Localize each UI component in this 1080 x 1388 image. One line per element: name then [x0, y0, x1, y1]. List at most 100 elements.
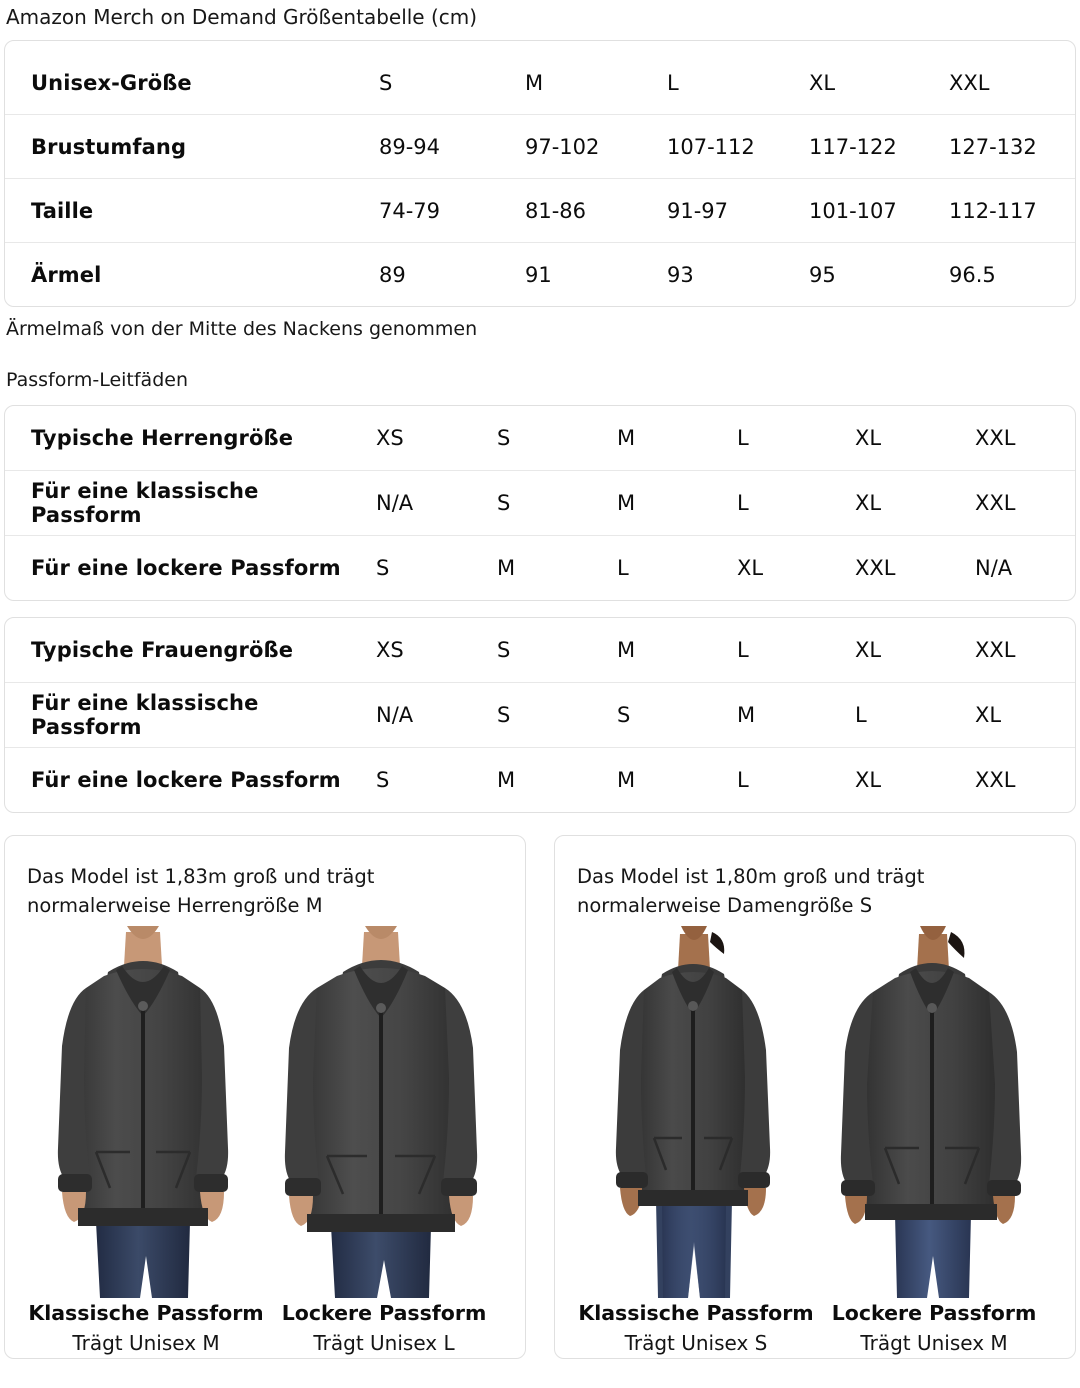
sleeve-xxl: 96.5: [949, 262, 996, 287]
womens-header-m: M: [617, 618, 737, 683]
womens-relaxed-fit-caption: Lockere Passform Trägt Unisex M: [815, 1298, 1053, 1358]
row-label-sleeve: Ärmel: [31, 262, 102, 287]
womens-relaxed-0: S: [376, 768, 390, 792]
chest-m: 97-102: [525, 114, 667, 179]
table-row-header: Unisex-Größe S M L XL XXL: [5, 51, 1075, 115]
mens-model-photos: [27, 920, 503, 1298]
sleeve-xl: 95: [809, 262, 836, 287]
female-model-relaxed-fit-photo: [815, 926, 1047, 1298]
waist-s: 74-79: [379, 178, 525, 243]
womens-relaxed-label: Für eine lockere Passform: [31, 768, 341, 792]
womens-header-l: L: [737, 618, 855, 683]
womens-classic-3: M: [737, 682, 855, 748]
unisex-size-table-card: Unisex-Größe S M L XL XXL Brustumfang 89…: [4, 40, 1076, 307]
mens-relaxed-0: S: [376, 556, 390, 580]
womens-classic-fit-name: Klassische Passform: [578, 1301, 814, 1325]
female-model-classic-fit-photo: [584, 926, 802, 1298]
size-table-header-xl: XL: [809, 51, 949, 115]
table-row: Für eine lockere Passform S M L XL XXL N…: [5, 536, 1075, 601]
waist-l: 91-97: [667, 178, 809, 243]
mens-relaxed-3: XL: [737, 556, 764, 580]
mens-relaxed-5: N/A: [975, 556, 1013, 580]
womens-relaxed-fit-wears: Trägt Unisex M: [860, 1331, 1008, 1355]
mens-classic-fit-caption: Klassische Passform Trägt Unisex M: [27, 1298, 265, 1358]
unisex-size-table: Unisex-Größe S M L XL XXL Brustumfang 89…: [5, 51, 1075, 306]
table-row: Für eine lockere Passform S M M L XL XXL: [5, 748, 1075, 813]
mens-fit-guide-table: Typische Herrengröße XS S M L XL XXL Für…: [5, 406, 1075, 600]
mens-relaxed-2: L: [617, 556, 629, 580]
male-model-relaxed-fit-photo: [265, 926, 497, 1298]
mens-relaxed-fit-wears: Trägt Unisex L: [313, 1331, 455, 1355]
mens-header-xs: XS: [376, 406, 497, 471]
sleeve-measurement-note: Ärmelmaß von der Mitte des Nackens genom…: [6, 318, 478, 340]
mens-classic-4: XL: [855, 470, 975, 536]
womens-model-photos: [577, 920, 1053, 1298]
size-table-header-s: S: [379, 51, 525, 115]
womens-model-caption: Das Model ist 1,80m groß und trägt norma…: [577, 865, 925, 917]
womens-relaxed-1: M: [497, 768, 516, 792]
table-row: Taille 74-79 81-86 91-97 101-107 112-117: [5, 178, 1075, 243]
page-title: Amazon Merch on Demand Größentabelle (cm…: [6, 5, 478, 29]
mens-classic-fit-wears: Trägt Unisex M: [72, 1331, 220, 1355]
womens-header-xs: XS: [376, 618, 497, 683]
womens-relaxed-fit-name: Lockere Passform: [831, 1301, 1037, 1325]
model-cards-row: Das Model ist 1,83m groß und trägt norma…: [4, 835, 1076, 1359]
chest-s: 89-94: [379, 114, 525, 179]
mens-classic-5: XXL: [975, 470, 1075, 536]
mens-relaxed-4: XXL: [855, 556, 896, 580]
chest-xl: 117-122: [809, 114, 949, 179]
womens-fit-guide-card: Typische Frauengröße XS S M L XL XXL Für…: [4, 617, 1076, 813]
sleeve-m: 91: [525, 262, 552, 287]
mens-relaxed-fit-caption: Lockere Passform Trägt Unisex L: [265, 1298, 503, 1358]
mens-header-m: M: [617, 406, 737, 471]
womens-header-xxl: XXL: [975, 618, 1075, 683]
sleeve-l: 93: [667, 262, 694, 287]
male-model-classic-fit-photo: [34, 926, 252, 1298]
womens-fit-guide-table: Typische Frauengröße XS S M L XL XXL Für…: [5, 618, 1075, 812]
mens-header-l: L: [737, 406, 855, 471]
womens-classic-label: Für eine klassische Passform: [5, 682, 376, 748]
mens-classic-2: M: [617, 470, 737, 536]
womens-header-xl: XL: [855, 618, 975, 683]
table-row-header: Typische Frauengröße XS S M L XL XXL: [5, 618, 1075, 683]
waist-xl: 101-107: [809, 178, 949, 243]
mens-classic-1: S: [497, 470, 617, 536]
table-row: Brustumfang 89-94 97-102 107-112 117-122…: [5, 114, 1075, 179]
womens-classic-fit-caption: Klassische Passform Trägt Unisex S: [577, 1298, 815, 1358]
chest-xxl: 127-132: [949, 114, 1075, 179]
womens-classic-4: L: [855, 682, 975, 748]
size-table-header-l: L: [667, 51, 809, 115]
size-table-header-m: M: [525, 51, 667, 115]
womens-relaxed-5: XXL: [975, 768, 1016, 792]
waist-m: 81-86: [525, 178, 667, 243]
size-table-header-label: Unisex-Größe: [5, 51, 379, 115]
womens-header-label: Typische Frauengröße: [5, 618, 376, 683]
sleeve-s: 89: [379, 262, 406, 287]
table-row: Ärmel 89 91 93 95 96.5: [5, 243, 1075, 307]
mens-classic-3: L: [737, 470, 855, 536]
mens-model-card: Das Model ist 1,83m groß und trägt norma…: [4, 835, 526, 1359]
womens-relaxed-2: M: [617, 768, 636, 792]
womens-header-s: S: [497, 618, 617, 683]
mens-classic-fit-name: Klassische Passform: [28, 1301, 264, 1325]
womens-fit-captions: Klassische Passform Trägt Unisex S Locke…: [577, 1298, 1053, 1358]
mens-header-xxl: XXL: [975, 406, 1075, 471]
mens-model-caption: Das Model ist 1,83m groß und trägt norma…: [27, 865, 375, 917]
chest-l: 107-112: [667, 114, 809, 179]
waist-xxl: 112-117: [949, 178, 1075, 243]
mens-fit-captions: Klassische Passform Trägt Unisex M Locke…: [27, 1298, 503, 1358]
womens-classic-fit-wears: Trägt Unisex S: [624, 1331, 768, 1355]
table-row: Für eine klassische Passform N/A S M L X…: [5, 470, 1075, 536]
mens-header-xl: XL: [855, 406, 975, 471]
womens-classic-0: N/A: [376, 682, 497, 748]
womens-relaxed-3: L: [737, 768, 749, 792]
table-row-header: Typische Herrengröße XS S M L XL XXL: [5, 406, 1075, 471]
fit-guides-label: Passform-Leitfäden: [6, 369, 188, 391]
mens-header-label: Typische Herrengröße: [5, 406, 376, 471]
size-table-header-xxl: XXL: [949, 51, 1075, 115]
mens-relaxed-label: Für eine lockere Passform: [31, 556, 341, 580]
mens-fit-guide-card: Typische Herrengröße XS S M L XL XXL Für…: [4, 405, 1076, 601]
womens-classic-5: XL: [975, 682, 1075, 748]
womens-classic-2: S: [617, 682, 737, 748]
